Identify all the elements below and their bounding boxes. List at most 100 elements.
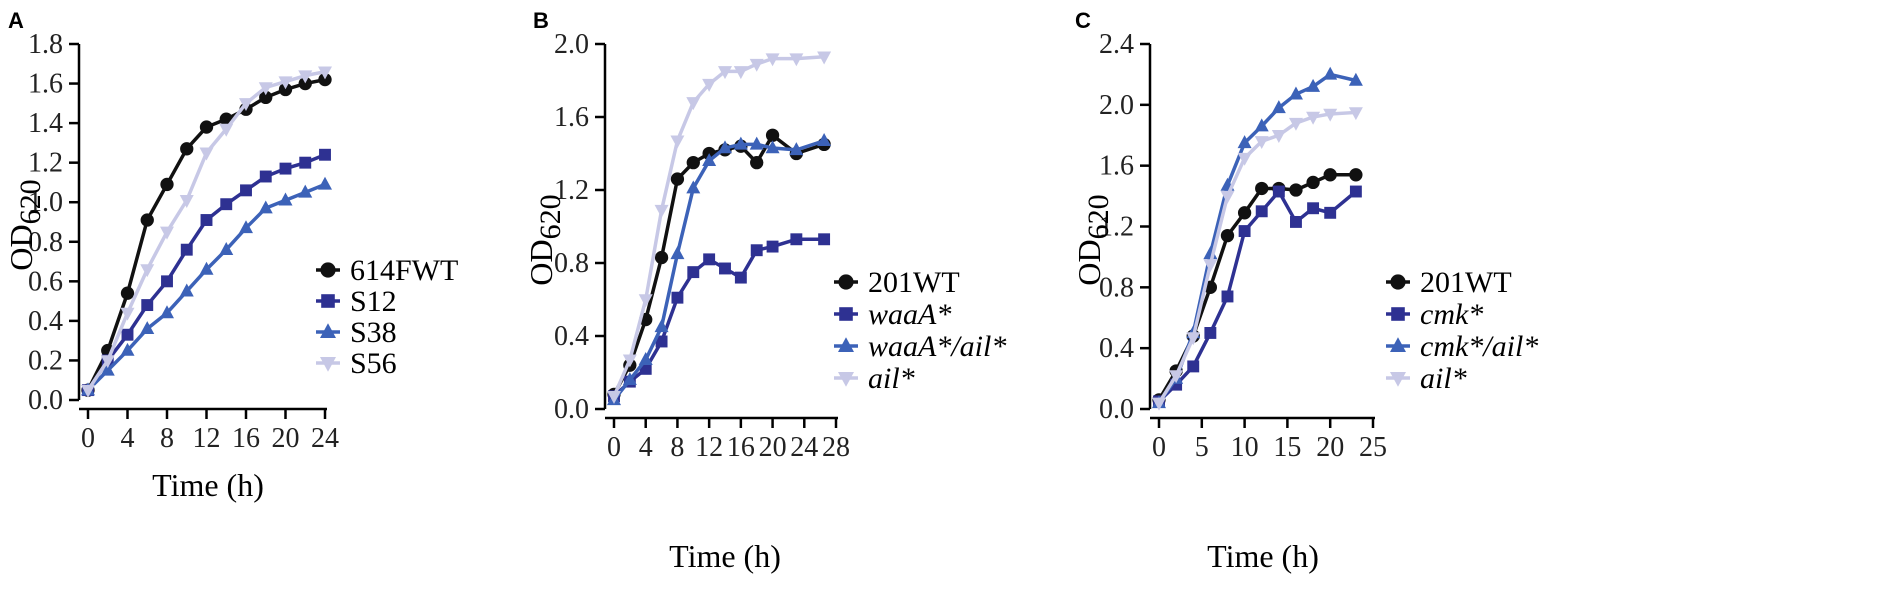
data-point xyxy=(199,120,214,134)
data-point xyxy=(1186,332,1201,346)
y-axis-title: OD620 xyxy=(3,179,47,270)
data-point xyxy=(239,220,253,234)
legend-label: waaA* xyxy=(868,298,951,331)
data-point xyxy=(200,214,213,226)
data-point xyxy=(733,66,748,80)
legend-label: 614FWT xyxy=(350,254,458,287)
data-point xyxy=(817,51,832,65)
data-point xyxy=(1323,66,1338,80)
y-tick-label: 1.2 xyxy=(554,175,589,206)
legend-label: 201WT xyxy=(868,266,960,299)
legend-marker xyxy=(320,323,336,338)
y-tick-label: 1.6 xyxy=(554,102,589,133)
data-point xyxy=(180,142,194,156)
data-point xyxy=(140,321,155,335)
data-point xyxy=(199,261,214,275)
data-point xyxy=(817,133,832,146)
series-s56 xyxy=(81,66,332,398)
data-point xyxy=(1152,397,1166,411)
x-tick-label: 8 xyxy=(160,423,174,454)
legend-label: ail* xyxy=(1420,362,1467,395)
data-point xyxy=(219,123,234,137)
data-point xyxy=(299,156,312,169)
data-point xyxy=(607,390,621,404)
data-point xyxy=(1237,152,1252,166)
data-point xyxy=(1237,135,1252,149)
data-point xyxy=(318,66,332,80)
data-point xyxy=(670,135,685,149)
legend-label: S38 xyxy=(350,316,397,349)
x-tick-label: 5 xyxy=(1195,432,1209,463)
legend-marker xyxy=(839,307,853,321)
data-point xyxy=(179,283,194,297)
data-point xyxy=(749,136,764,150)
data-point xyxy=(1306,111,1321,125)
x-tick-label: 20 xyxy=(759,432,787,463)
legend-label: S12 xyxy=(350,285,397,318)
legend-marker xyxy=(321,294,335,308)
x-tick-label: 0 xyxy=(607,432,621,463)
data-point xyxy=(120,286,135,300)
data-point xyxy=(199,147,214,161)
x-tick-label: 24 xyxy=(311,423,339,454)
y-tick-label: 1.0 xyxy=(28,187,63,218)
series-line xyxy=(612,55,825,397)
data-point xyxy=(1255,205,1268,218)
data-point xyxy=(670,246,685,260)
x-tick-label: 16 xyxy=(727,432,755,463)
data-point xyxy=(120,307,135,321)
x-tick-label: 12 xyxy=(193,423,221,454)
data-point xyxy=(1169,370,1184,384)
data-point xyxy=(81,384,95,398)
data-point xyxy=(1220,190,1235,204)
data-point xyxy=(1237,206,1252,220)
data-point xyxy=(120,342,135,356)
y-tick-label: 1.6 xyxy=(28,69,63,100)
data-point xyxy=(702,153,717,167)
x-tick-label: 0 xyxy=(1152,432,1166,463)
data-point xyxy=(1306,175,1320,190)
data-point xyxy=(100,362,115,376)
data-point xyxy=(686,180,701,194)
y-tick-label: 1.4 xyxy=(28,108,63,139)
data-point xyxy=(719,262,731,275)
data-point xyxy=(818,233,831,246)
data-point xyxy=(179,194,194,208)
y-tick-label: 2.0 xyxy=(1099,90,1134,121)
data-point xyxy=(160,305,174,319)
data-point xyxy=(638,294,653,308)
data-point xyxy=(1204,327,1217,339)
data-point xyxy=(1288,117,1303,131)
data-point xyxy=(1290,215,1302,228)
data-point xyxy=(622,372,637,386)
y-axis-title-subscript: 620 xyxy=(1082,194,1115,239)
y-axis-title-main: OD xyxy=(523,239,559,285)
data-point xyxy=(1272,185,1285,198)
y-tick-label: 0.0 xyxy=(28,385,63,416)
legend-label: S56 xyxy=(350,347,397,380)
panel-c: C 0.00.40.81.21.62.02.40 5 10 15 20 25 201WTc… xyxy=(1071,8,1538,574)
data-point xyxy=(750,244,763,257)
panel-letter: A xyxy=(8,8,24,33)
data-point xyxy=(703,253,716,266)
y-axis-title-subscript: 620 xyxy=(534,194,567,239)
data-point xyxy=(1254,118,1269,132)
y-tick-label: 0.8 xyxy=(28,227,63,258)
legend-label: 201WT xyxy=(1420,266,1512,299)
data-point xyxy=(702,78,717,92)
x-tick-label: 16 xyxy=(232,423,260,454)
data-point xyxy=(734,271,747,284)
data-point xyxy=(278,82,293,97)
data-point xyxy=(278,76,293,90)
data-point xyxy=(161,275,173,288)
data-point xyxy=(258,82,273,96)
data-point xyxy=(318,176,332,190)
x-tick-label: 28 xyxy=(822,432,850,463)
data-point xyxy=(259,90,273,105)
data-point xyxy=(1306,78,1321,92)
y-tick-label: 1.2 xyxy=(28,148,63,179)
data-point xyxy=(1271,130,1286,143)
x-tick-label: 0 xyxy=(81,423,95,454)
data-point xyxy=(789,53,804,67)
data-point xyxy=(1255,181,1269,196)
